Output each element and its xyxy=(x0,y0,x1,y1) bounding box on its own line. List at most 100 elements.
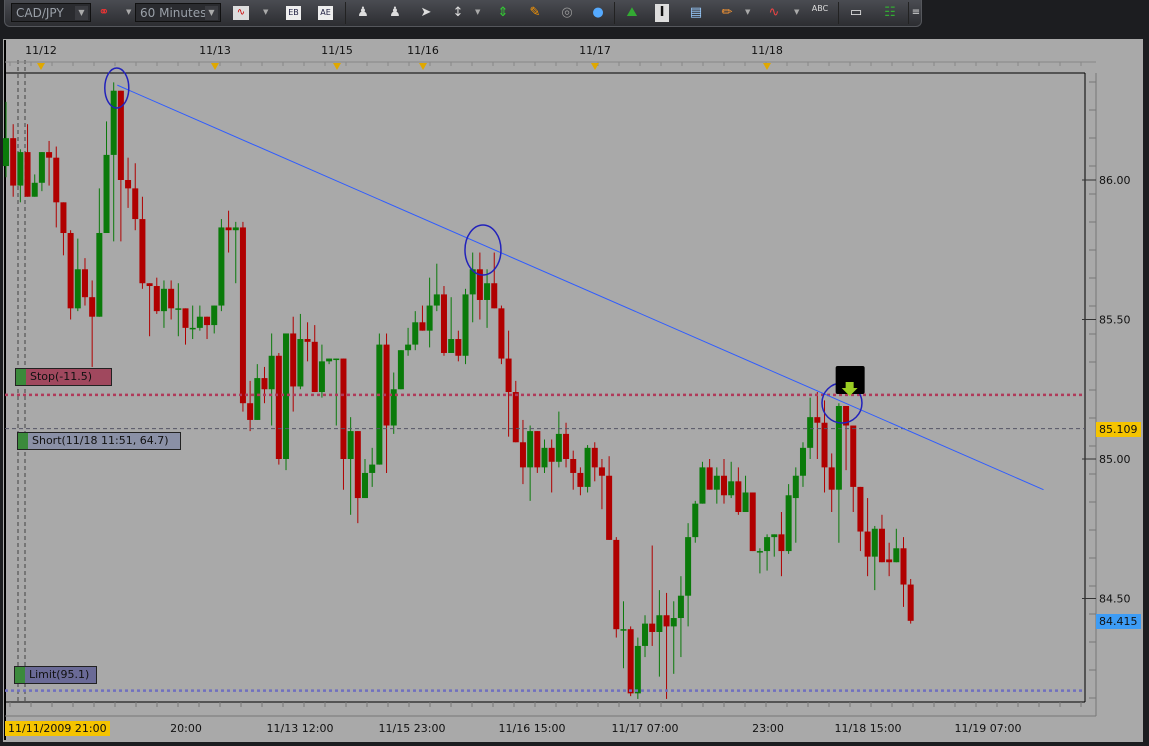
bid-icon[interactable]: EB xyxy=(286,6,301,20)
candle-up xyxy=(799,447,806,476)
add-picture-icon[interactable]: ⛰ xyxy=(626,5,638,20)
candle-up xyxy=(196,316,203,328)
candle-down xyxy=(721,475,727,496)
timeframe-dropdown[interactable]: 60 Minutes ▼ xyxy=(135,3,221,22)
candle-up xyxy=(283,333,290,459)
candle-up xyxy=(38,152,45,183)
day-marker-icon xyxy=(763,63,771,70)
candle-up xyxy=(3,138,9,167)
chart-type-icon[interactable]: ∿ xyxy=(233,6,249,20)
ask-icon[interactable]: AE xyxy=(318,6,333,20)
link-remove-icon[interactable]: ⚭ xyxy=(98,5,110,20)
candle-down xyxy=(290,333,297,387)
indicator-list-icon[interactable]: ▤ xyxy=(689,5,703,20)
price-tick-label: 86.00 xyxy=(1099,174,1131,187)
eye-icon[interactable]: ◎ xyxy=(561,5,573,20)
candle-down xyxy=(10,138,17,186)
candle-up xyxy=(893,548,900,563)
candle-down xyxy=(139,219,146,284)
candle-down xyxy=(81,269,88,298)
symbol-dropdown[interactable]: CAD/JPY ▼ xyxy=(11,3,91,22)
order-handle[interactable] xyxy=(15,666,25,683)
limit-order-tag[interactable]: Limit(95.1) xyxy=(14,665,97,684)
candle-down xyxy=(886,559,893,563)
cursor-add-icon[interactable]: ➤ xyxy=(420,5,432,20)
stop-order-tag[interactable]: Stop(-11.5) xyxy=(15,367,112,386)
pencil-icon[interactable]: ✏ xyxy=(721,5,733,20)
short-position-label: Short(11/18 11:51, 64.7) xyxy=(32,433,169,447)
candle-down xyxy=(275,355,282,459)
candle-down xyxy=(843,405,850,426)
candle-up xyxy=(362,472,368,499)
date-label: 11/16 xyxy=(407,44,439,57)
candle-up xyxy=(405,344,412,351)
candle-up xyxy=(103,154,110,234)
chevron-down-icon[interactable]: ▼ xyxy=(126,8,132,16)
order-handle[interactable] xyxy=(18,432,28,449)
candle-up xyxy=(448,339,455,353)
candle-up xyxy=(771,534,778,538)
candle-down xyxy=(850,425,857,487)
candle-down xyxy=(778,534,785,552)
order-handle[interactable] xyxy=(16,368,26,385)
add-text-icon[interactable]: ABC xyxy=(810,4,830,22)
down-arrow-icon xyxy=(841,382,858,396)
candle-down xyxy=(598,467,605,476)
candle-down xyxy=(907,584,914,621)
chevron-down-icon[interactable]: ▼ xyxy=(794,8,800,16)
candle-up xyxy=(347,431,354,459)
candle-down xyxy=(239,227,246,404)
candle-down xyxy=(900,548,907,585)
day-marker-icon xyxy=(333,63,341,70)
chevron-down-icon: ▼ xyxy=(205,6,218,20)
candle-up xyxy=(634,645,641,694)
candle-up xyxy=(699,467,706,504)
candle-down xyxy=(878,528,885,563)
candle-up xyxy=(318,361,325,393)
candle-down xyxy=(857,486,864,532)
candle-down xyxy=(498,308,505,359)
divider xyxy=(345,2,346,24)
candle-down xyxy=(570,459,577,473)
signal-icon[interactable]: ∿ xyxy=(768,5,780,20)
candle-down xyxy=(735,481,742,513)
time-label: 11/13 12:00 xyxy=(267,722,334,735)
candle-up xyxy=(369,464,376,473)
overlays xyxy=(5,67,1085,692)
candle-down xyxy=(153,286,160,312)
candle-down xyxy=(577,472,584,487)
chart-area[interactable] xyxy=(3,39,1143,742)
edit-icon[interactable]: ✎ xyxy=(529,5,541,20)
candle-up xyxy=(764,537,771,552)
chevron-down-icon[interactable]: ▼ xyxy=(475,8,481,16)
zoom-range-icon[interactable]: ↕ xyxy=(452,5,464,20)
candle-down xyxy=(563,433,570,459)
short-position-tag[interactable]: Short(11/18 11:51, 64.7) xyxy=(17,431,181,450)
time-label: 11/19 07:00 xyxy=(955,722,1022,735)
hierarchy-icon[interactable]: ☷ xyxy=(884,5,896,20)
candle-up xyxy=(807,417,814,448)
zoom-out-icon[interactable]: ♟ xyxy=(389,5,401,20)
eraser-icon[interactable]: ▭ xyxy=(849,5,863,20)
text-icon[interactable]: I xyxy=(655,4,669,22)
vertical-fit-icon[interactable]: ⇕ xyxy=(497,5,509,20)
chevron-down-icon[interactable]: ▼ xyxy=(263,8,269,16)
day-marker-icon xyxy=(419,63,427,70)
candle-up xyxy=(713,475,720,490)
candle-up xyxy=(835,405,842,490)
candle-up xyxy=(189,327,196,330)
candle-down xyxy=(548,447,555,462)
candle-up xyxy=(433,294,440,306)
candle-up xyxy=(677,595,684,619)
chevron-down-icon[interactable]: ▼ xyxy=(745,8,751,16)
menu-icon[interactable]: ≡ xyxy=(911,7,921,18)
candle-up xyxy=(742,492,749,513)
candle-down xyxy=(311,341,318,393)
time-label: 23:00 xyxy=(752,722,784,735)
time-label: 20:00 xyxy=(170,722,202,735)
globe-icon[interactable]: ● xyxy=(592,5,604,20)
candle-down xyxy=(182,308,189,328)
candle-up xyxy=(685,537,692,596)
zoom-in-icon[interactable]: ♟ xyxy=(357,5,369,20)
